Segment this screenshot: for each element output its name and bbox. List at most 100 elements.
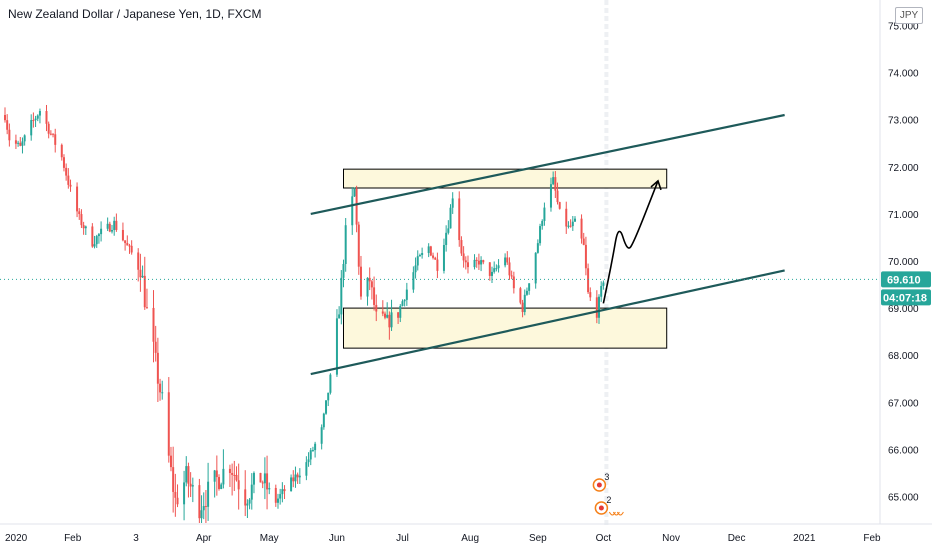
price-zone[interactable] bbox=[343, 168, 668, 189]
time-axis[interactable]: 2020 Feb 3 Apr May Jun Jul Aug Sep Oct Nov Dec 2021 F… bbox=[5, 533, 881, 544]
candle-body bbox=[100, 228, 103, 235]
candle-body bbox=[414, 265, 417, 273]
now-marker-dash bbox=[604, 144, 609, 149]
candle-body bbox=[458, 198, 461, 241]
candle-body bbox=[329, 374, 332, 393]
now-marker-dash bbox=[604, 416, 609, 421]
candle-body bbox=[65, 167, 68, 176]
time-tick-label: Feb bbox=[64, 533, 82, 544]
candle-body bbox=[573, 218, 576, 222]
now-marker-dash bbox=[604, 424, 609, 429]
price-axis[interactable]: 65.000 66.000 67.000 68.000 69.000 70.000 71.0… bbox=[888, 22, 919, 504]
now-marker-dash bbox=[604, 272, 609, 277]
candle-body bbox=[370, 281, 373, 288]
event-marker-dot bbox=[598, 505, 604, 511]
candle-body bbox=[169, 455, 172, 468]
event-marker-dot bbox=[596, 482, 602, 488]
candle-body bbox=[156, 352, 159, 384]
candle-body bbox=[91, 226, 94, 247]
candle-body bbox=[399, 305, 402, 318]
candle-body bbox=[504, 257, 507, 266]
candle-body bbox=[34, 118, 37, 121]
now-marker-dash bbox=[604, 16, 609, 21]
candle-body bbox=[204, 506, 207, 508]
candle-body bbox=[580, 218, 583, 239]
now-marker-dash bbox=[604, 488, 609, 493]
now-marker-dash bbox=[604, 64, 609, 69]
event-count-label: 2 bbox=[606, 495, 611, 505]
now-marker-dash bbox=[604, 72, 609, 77]
candle-body bbox=[541, 220, 544, 227]
now-marker-dash bbox=[604, 240, 609, 245]
candle-body bbox=[222, 468, 225, 485]
candle-body bbox=[335, 318, 338, 375]
candle-body bbox=[434, 257, 437, 260]
now-marker-dash bbox=[604, 384, 609, 389]
candle-body bbox=[298, 475, 301, 478]
event-wave-icon bbox=[616, 511, 624, 516]
price-tick-label: 73.000 bbox=[888, 116, 919, 127]
candle-body bbox=[246, 503, 249, 506]
candle-body bbox=[510, 275, 513, 277]
candle-body bbox=[429, 246, 432, 256]
time-tick-label: Jul bbox=[396, 533, 409, 544]
candle-body bbox=[386, 314, 389, 318]
candle-body bbox=[52, 133, 55, 135]
candle-body bbox=[237, 480, 240, 490]
time-tick-label: 3 bbox=[133, 533, 139, 544]
now-marker-dash bbox=[604, 392, 609, 397]
candle-body bbox=[218, 477, 221, 489]
now-marker-dash bbox=[604, 200, 609, 205]
price-tick-label: 71.000 bbox=[888, 210, 919, 221]
candle-body bbox=[466, 262, 469, 268]
candle-body bbox=[191, 485, 194, 487]
now-marker-dash bbox=[604, 40, 609, 45]
trendline[interactable] bbox=[310, 113, 785, 215]
time-tick-label: Feb bbox=[863, 533, 881, 544]
candle-body bbox=[473, 259, 476, 268]
now-marker-dash bbox=[604, 400, 609, 405]
candle-body bbox=[279, 494, 282, 499]
candle-body bbox=[567, 225, 570, 227]
candle-body bbox=[45, 111, 48, 124]
now-marker-dash bbox=[604, 32, 609, 37]
candle-body bbox=[320, 427, 323, 444]
candle-body bbox=[519, 288, 522, 303]
candle-body bbox=[62, 157, 65, 168]
price-tick-label: 69.000 bbox=[888, 304, 919, 315]
now-marker-dash bbox=[604, 408, 609, 413]
candle-body bbox=[405, 289, 408, 300]
projection-path[interactable] bbox=[602, 180, 659, 304]
candle-body bbox=[30, 120, 33, 136]
candle-body bbox=[111, 230, 114, 232]
now-marker-dash bbox=[604, 160, 609, 165]
candle-body bbox=[276, 498, 279, 503]
now-marker-dash bbox=[604, 296, 609, 301]
candle-body bbox=[401, 301, 404, 306]
currency-badge[interactable]: JPY bbox=[895, 7, 923, 24]
candle-body bbox=[359, 266, 362, 297]
candles-layer bbox=[4, 104, 605, 523]
events-layer[interactable]: 32 bbox=[592, 472, 624, 516]
price-tick-label: 72.000 bbox=[888, 163, 919, 174]
now-marker-dash bbox=[604, 80, 609, 85]
countdown-badge bbox=[881, 289, 931, 306]
candle-body bbox=[403, 299, 406, 302]
price-tick-label: 75.000 bbox=[888, 22, 919, 33]
candle-body bbox=[21, 141, 24, 146]
time-tick-label: 2020 bbox=[5, 533, 28, 544]
candle-body bbox=[17, 142, 20, 144]
now-marker-dash bbox=[604, 280, 609, 285]
candle-body bbox=[145, 307, 148, 309]
candle-body bbox=[296, 474, 299, 478]
candle-body bbox=[427, 246, 430, 254]
candle-body bbox=[482, 260, 485, 263]
now-marker-dash bbox=[604, 120, 609, 125]
time-tick-label: Nov bbox=[662, 533, 680, 544]
candle-body bbox=[462, 253, 465, 261]
trendline[interactable] bbox=[310, 269, 785, 376]
time-tick-label: 2021 bbox=[793, 533, 816, 544]
candle-body bbox=[480, 260, 483, 265]
candle-body bbox=[587, 268, 590, 293]
